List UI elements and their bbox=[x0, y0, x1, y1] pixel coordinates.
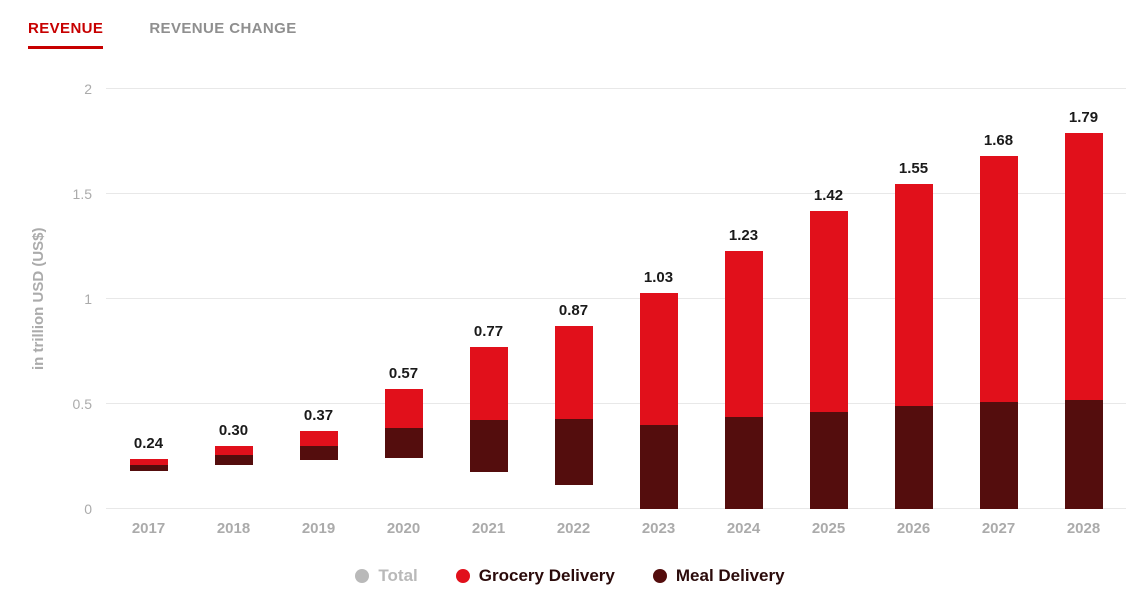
legend-item-grocery-delivery[interactable]: Grocery Delivery bbox=[455, 566, 615, 586]
bar-stack[interactable] bbox=[214, 446, 253, 509]
bar-segment-meal-delivery[interactable] bbox=[299, 446, 338, 461]
x-tick-label: 2025 bbox=[811, 520, 846, 537]
bar-group-2027[interactable]: 1.68 2027 bbox=[956, 89, 1041, 537]
bar-segment-grocery-delivery[interactable] bbox=[214, 446, 253, 456]
bar-total-label: 1.68 bbox=[983, 132, 1014, 150]
x-tick-label: 2023 bbox=[641, 520, 676, 537]
bar-segment-grocery-delivery[interactable] bbox=[384, 389, 423, 428]
bar-group-2024[interactable]: 1.23 2024 bbox=[701, 89, 786, 537]
x-tick-label: 2026 bbox=[896, 520, 931, 537]
legend-label: Grocery Delivery bbox=[478, 566, 615, 585]
tab-revenue[interactable]: REVENUE bbox=[28, 20, 104, 49]
x-tick-label: 2028 bbox=[1066, 520, 1101, 537]
x-tick-label: 2018 bbox=[216, 520, 251, 537]
bar-segment-meal-delivery[interactable] bbox=[469, 420, 508, 472]
bar-segment-meal-delivery[interactable] bbox=[809, 412, 848, 509]
bar-group-2020[interactable]: 0.57 2020 bbox=[361, 89, 446, 537]
bar-segment-grocery-delivery[interactable] bbox=[724, 250, 763, 417]
bar-segment-meal-delivery[interactable] bbox=[724, 416, 763, 509]
bar-group-2019[interactable]: 0.37 2019 bbox=[276, 89, 361, 537]
bar-group-2017[interactable]: 0.24 2017 bbox=[106, 89, 191, 537]
bar-stack[interactable] bbox=[129, 458, 168, 509]
bar-stack[interactable] bbox=[894, 183, 933, 509]
legend-dot bbox=[455, 569, 470, 583]
legend-label: Total bbox=[378, 566, 418, 585]
bar-segment-meal-delivery[interactable] bbox=[979, 401, 1018, 509]
bar-group-2023[interactable]: 1.03 2023 bbox=[616, 89, 701, 537]
gridline bbox=[106, 88, 1126, 89]
gridline bbox=[106, 298, 1126, 299]
y-axis-label: in trillion USD (US$) bbox=[30, 227, 47, 371]
bar-segment-grocery-delivery[interactable] bbox=[129, 458, 168, 466]
bar-total-label: 0.57 bbox=[388, 365, 419, 383]
bar-group-2028[interactable]: 1.79 2028 bbox=[1041, 89, 1126, 537]
bar-segment-meal-delivery[interactable] bbox=[894, 406, 933, 509]
bar-segment-grocery-delivery[interactable] bbox=[299, 431, 338, 447]
bar-group-2021[interactable]: 0.77 2021 bbox=[446, 89, 531, 537]
bar-stack[interactable] bbox=[724, 250, 763, 509]
x-tick-label: 2020 bbox=[386, 520, 421, 537]
bar-segment-grocery-delivery[interactable] bbox=[979, 156, 1018, 402]
bar-total-label: 1.23 bbox=[728, 226, 759, 244]
bar-total-label: 0.30 bbox=[218, 422, 249, 439]
legend-label: Meal Delivery bbox=[675, 566, 785, 585]
bar-total-label: 0.37 bbox=[303, 407, 334, 425]
plot-area: 0 0.5 1 1.5 2 0.24 2017 0.30 2018 0.37 2019 0.57 202… bbox=[73, 81, 1126, 537]
bar-segment-grocery-delivery[interactable] bbox=[809, 210, 848, 413]
bar-stack[interactable] bbox=[1064, 133, 1103, 509]
bar-group-2026[interactable]: 1.55 2026 bbox=[871, 89, 956, 537]
bar-total-label: 0.87 bbox=[558, 302, 589, 320]
bar-segment-meal-delivery[interactable] bbox=[129, 465, 168, 471]
legend-item-total[interactable]: Total bbox=[355, 566, 418, 586]
y-tick-label: 0.5 bbox=[72, 396, 92, 412]
x-tick-label: 2017 bbox=[131, 520, 166, 537]
bar-segment-grocery-delivery[interactable] bbox=[894, 183, 933, 407]
gridline bbox=[106, 508, 1126, 509]
tab-bar: REVENUE REVENUE CHANGE bbox=[0, 0, 1140, 49]
x-tick-label: 2019 bbox=[301, 520, 336, 537]
bar-segment-meal-delivery[interactable] bbox=[554, 419, 593, 486]
bar-total-label: 1.55 bbox=[898, 159, 929, 177]
legend-dot bbox=[652, 569, 667, 583]
bar-total-label: 1.03 bbox=[643, 268, 674, 286]
bar-group-2022[interactable]: 0.87 2022 bbox=[531, 89, 616, 537]
legend-item-meal-delivery[interactable]: Meal Delivery bbox=[652, 566, 785, 586]
bar-stack[interactable] bbox=[384, 389, 423, 509]
x-tick-label: 2027 bbox=[981, 520, 1016, 537]
bar-group-2025[interactable]: 1.42 2025 bbox=[786, 89, 871, 537]
bar-total-label: 1.79 bbox=[1068, 109, 1099, 127]
x-tick-label: 2021 bbox=[471, 520, 506, 537]
bar-stack[interactable] bbox=[554, 326, 593, 509]
bar-segment-meal-delivery[interactable] bbox=[384, 427, 423, 458]
bar-stack[interactable] bbox=[809, 210, 848, 509]
bar-segment-meal-delivery[interactable] bbox=[214, 455, 253, 465]
legend-dot bbox=[355, 569, 370, 583]
bar-stack[interactable] bbox=[469, 347, 508, 509]
x-tick-label: 2024 bbox=[726, 520, 761, 537]
legend: Total Grocery Delivery Meal Delivery bbox=[0, 566, 1140, 586]
revenue-chart: in trillion USD (US$) 0 0.5 1 1.5 2 0.24 2017 0… bbox=[0, 49, 1140, 569]
x-tick-label: 2022 bbox=[556, 520, 591, 537]
bar-segment-meal-delivery[interactable] bbox=[639, 425, 678, 509]
bar-segment-grocery-delivery[interactable] bbox=[554, 326, 593, 420]
bar-total-label: 1.42 bbox=[813, 186, 844, 204]
y-tick-label: 2 bbox=[84, 81, 92, 97]
bar-segment-meal-delivery[interactable] bbox=[1064, 399, 1103, 509]
bar-segment-grocery-delivery[interactable] bbox=[469, 347, 508, 421]
bar-total-label: 0.77 bbox=[473, 323, 504, 341]
bars-container: 0.24 2017 0.30 2018 0.37 2019 0.57 2020 0.77 2021… bbox=[106, 89, 1126, 537]
y-tick-label: 1.5 bbox=[72, 186, 92, 202]
y-tick-label: 0 bbox=[84, 501, 92, 517]
gridline bbox=[106, 193, 1126, 194]
bar-stack[interactable] bbox=[979, 156, 1018, 509]
bar-segment-grocery-delivery[interactable] bbox=[1064, 133, 1103, 400]
bar-segment-grocery-delivery[interactable] bbox=[639, 292, 678, 425]
bar-group-2018[interactable]: 0.30 2018 bbox=[191, 89, 276, 537]
bar-stack[interactable] bbox=[639, 292, 678, 509]
gridline bbox=[106, 403, 1126, 404]
y-tick-label: 1 bbox=[84, 291, 92, 307]
tab-revenue-change[interactable]: REVENUE CHANGE bbox=[149, 20, 297, 37]
bar-stack[interactable] bbox=[299, 431, 338, 509]
bar-total-label: 0.24 bbox=[133, 434, 164, 452]
